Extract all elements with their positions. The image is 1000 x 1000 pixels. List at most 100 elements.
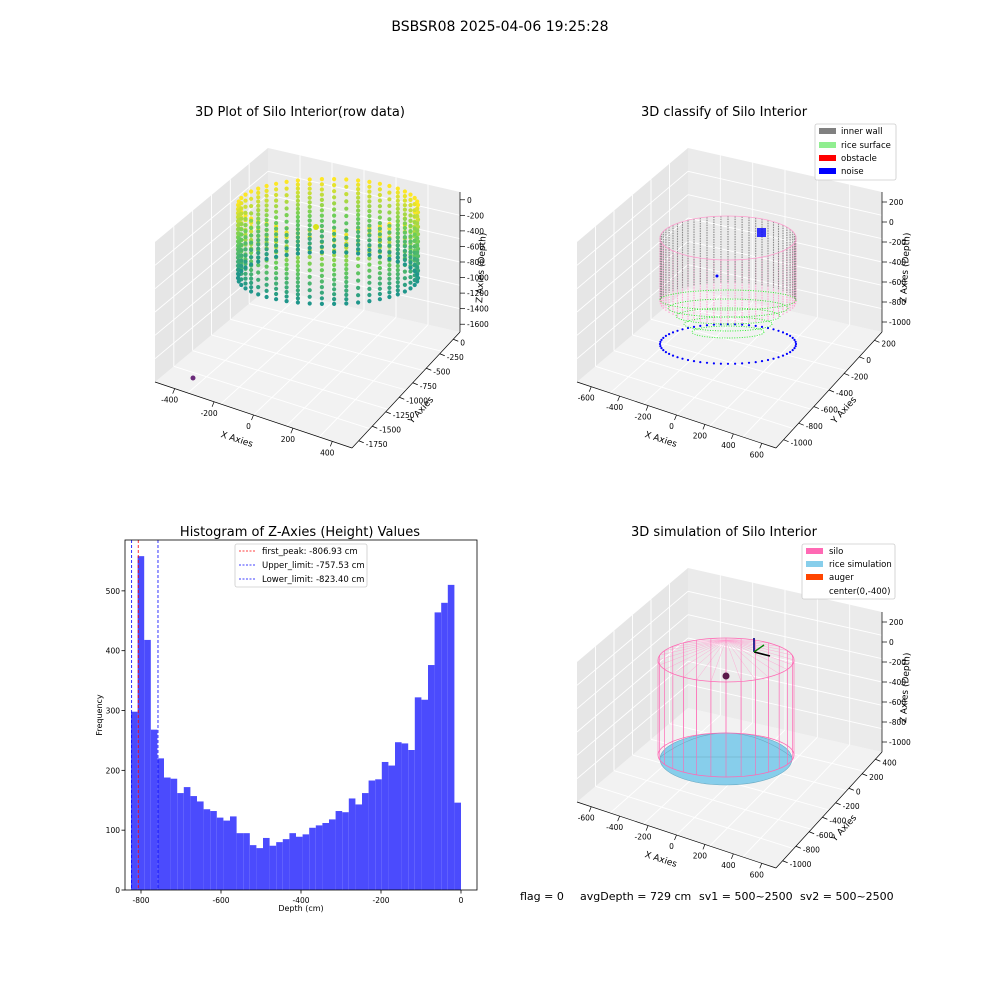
silo-roof-wire (657, 639, 727, 661)
histogram-legend: first_peak: -806.93 cm Upper_limit: -757… (234, 543, 368, 588)
raw-point (408, 213, 413, 218)
raw-point (367, 233, 372, 238)
raw-point (395, 288, 400, 293)
raw-3d-grid (154, 155, 461, 449)
legend-label-rice-surface: rice surface (841, 141, 891, 151)
raw-point (319, 279, 324, 284)
raw-point (319, 187, 324, 192)
histogram-ylabel: Frequency (95, 694, 104, 736)
raw-point (332, 207, 337, 212)
3d-x-tick-mark (588, 386, 592, 392)
3d-x-tick-label: 600 (750, 450, 765, 459)
raw-point (387, 250, 392, 255)
3d-y-tick-label: 200 (869, 773, 884, 782)
raw-point (402, 248, 407, 253)
raw-point (243, 198, 248, 203)
3d-x-tick-mark (329, 441, 333, 447)
raw-point (243, 192, 248, 197)
histogram-bar (249, 845, 257, 890)
raw-point (395, 268, 400, 273)
raw-point (307, 182, 312, 187)
silo-roof-wire (725, 639, 788, 670)
status-sv2: sv2 = 500~2500 (800, 890, 894, 903)
3d-y-tick-label: -1000 (791, 439, 813, 448)
legend-label-obstacle: obstacle (841, 154, 877, 164)
raw-point (307, 268, 312, 273)
3d-z-tick-label: 200 (889, 618, 904, 627)
histogram-bar (263, 837, 270, 890)
histogram-x-tick-label: 0 (459, 896, 464, 905)
raw-point (415, 235, 420, 241)
raw-point (274, 297, 279, 302)
3d-z-tick-label: -1400 (467, 305, 489, 314)
raw-point (236, 272, 241, 277)
raw-point (344, 250, 349, 255)
raw-point (402, 253, 407, 258)
histogram-y-tick-label: 400 (106, 647, 121, 656)
raw-point (387, 183, 392, 189)
raw-point (307, 294, 312, 299)
status-avg-depth: avgDepth = 729 cm (580, 890, 691, 903)
raw-point (264, 270, 269, 275)
raw-point (408, 203, 413, 208)
histogram-y-ticks: 0 100 200 300 400 500 (106, 587, 125, 895)
3d-y-tick-mark (439, 353, 445, 357)
histogram-bar (421, 699, 428, 890)
raw-point (395, 272, 400, 277)
3d-y-tick-mark (875, 758, 881, 762)
3d-z-tick-label: -800 (889, 298, 906, 307)
noise-point (791, 336, 794, 339)
raw-point (332, 292, 337, 297)
3d-y-tick-mark (844, 373, 850, 376)
raw-point (395, 202, 400, 207)
3d-y-tick-label: 0 (856, 787, 861, 796)
raw-point (367, 268, 372, 273)
raw-point (356, 182, 361, 187)
raw-point (319, 296, 324, 301)
raw-point (307, 186, 312, 191)
raw-point (256, 229, 261, 234)
raw-3d-points (235, 177, 421, 306)
raw-point (295, 259, 300, 264)
raw-point (274, 192, 279, 198)
raw-point (344, 292, 349, 297)
raw-point (295, 223, 300, 228)
histogram-bar (230, 816, 237, 890)
raw-point (307, 191, 312, 196)
raw-point (395, 186, 400, 191)
raw-point (295, 198, 300, 203)
noise-point (686, 326, 690, 330)
raw-point (319, 192, 324, 197)
raw-point (367, 179, 372, 184)
3d-z-tick-label: -200 (467, 211, 484, 220)
raw-point (256, 186, 261, 191)
raw-point (415, 206, 420, 211)
raw-point (377, 297, 382, 302)
raw-point (243, 281, 248, 286)
raw-point (249, 189, 254, 194)
raw-point (332, 287, 337, 292)
legend-swatch-silo (806, 548, 823, 554)
raw-point (307, 281, 312, 286)
raw-point (332, 301, 337, 306)
raw-point (408, 197, 413, 202)
histogram-y-tick-label: 0 (115, 886, 120, 895)
raw-point (412, 238, 417, 243)
3d-x-tick-mark (617, 816, 620, 822)
raw-point (332, 243, 337, 249)
raw-point (367, 247, 372, 253)
raw-point (415, 202, 421, 208)
raw-point (367, 199, 372, 204)
raw-point (367, 262, 372, 267)
raw-point (249, 276, 254, 281)
noise-point (754, 324, 757, 327)
3d-x-tick-label: 200 (281, 435, 296, 444)
figure-suptitle: BSBSR08 2025-04-06 19:25:28 (391, 19, 608, 35)
raw-point (332, 297, 337, 302)
raw-point (332, 253, 337, 258)
raw-point (256, 259, 261, 264)
raw-point (295, 219, 300, 224)
raw-point (274, 260, 279, 265)
legend-label-auger: auger (829, 573, 854, 583)
status-flag: flag = 0 (520, 890, 564, 903)
